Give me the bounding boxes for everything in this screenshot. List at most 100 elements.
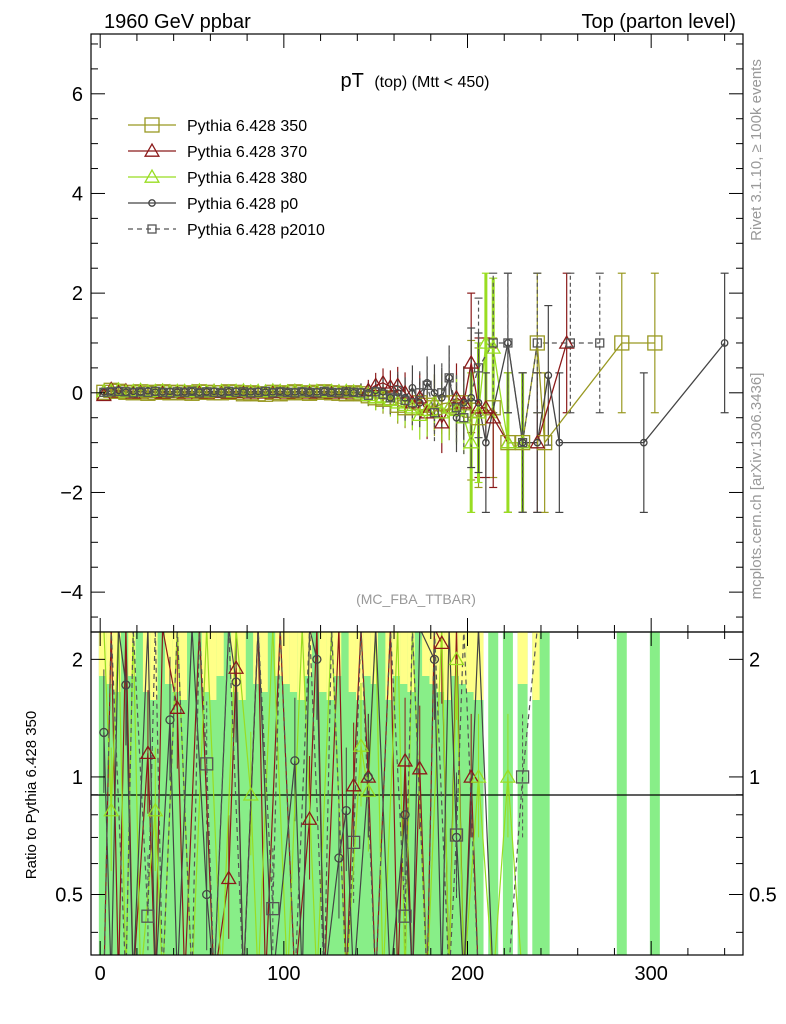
legend-entry: Pythia 6.428 p2010 [128, 222, 325, 239]
band-yellow [289, 632, 300, 692]
data-point [216, 388, 227, 398]
ratio-y-tick-label: 2 [72, 649, 83, 671]
band-yellow [201, 632, 212, 692]
data-point [194, 388, 205, 398]
x-tick-label: 0 [95, 963, 106, 985]
data-point [451, 403, 462, 413]
band-yellow [150, 632, 161, 700]
data-point [503, 338, 513, 348]
data-point [459, 413, 469, 423]
data-point [334, 388, 344, 398]
data-point [371, 387, 381, 397]
legend-entry: Pythia 6.428 p0 [128, 196, 298, 213]
data-point [202, 387, 212, 397]
data-point [401, 393, 409, 402]
ratio-y-axis: 0.5 0.5 1 1 2 2 [55, 649, 777, 933]
data-point [385, 393, 396, 403]
x-tick-label: 200 [451, 963, 484, 985]
ratio-point [228, 659, 245, 674]
y-tick-label: 0 [72, 383, 83, 405]
band-green [370, 632, 381, 955]
legend-label: Pythia 6.428 350 [187, 118, 307, 135]
data-point [595, 338, 605, 348]
ratio-point [147, 802, 164, 817]
data-point [224, 386, 234, 396]
data-point [529, 335, 545, 351]
data-point [275, 387, 285, 397]
data-point [565, 338, 576, 348]
band-yellow [260, 632, 271, 692]
data-point [555, 438, 564, 447]
band-yellow [98, 632, 109, 676]
data-point [231, 387, 241, 397]
ratio-panel: 0.5 0.5 1 1 2 2 0 100 200 300 Ratio to Pythia 6.… [23, 631, 777, 985]
ratio-point [290, 756, 300, 766]
data-point [544, 371, 553, 380]
band-green [297, 632, 308, 955]
ratio-point [121, 680, 131, 690]
x-tick-label: 300 [634, 963, 667, 985]
ratio-point [301, 810, 318, 825]
ratio-point [499, 768, 516, 783]
data-point [407, 398, 418, 408]
data-point [720, 339, 729, 347]
y-tick-label: 6 [72, 84, 83, 106]
data-point [408, 383, 417, 392]
data-point [165, 388, 175, 398]
ratio-point [411, 760, 428, 775]
data-point [536, 434, 553, 451]
band-yellow [348, 632, 359, 692]
ratio-point [220, 870, 237, 885]
data-point [260, 386, 271, 396]
data-point [135, 387, 146, 397]
ratio-point [341, 805, 351, 816]
data-point [477, 399, 494, 414]
ratio-y-tick-label: 1 [72, 767, 83, 789]
band-green [407, 632, 418, 955]
legend-label: Pythia 6.428 370 [187, 144, 307, 161]
band-green [649, 632, 660, 955]
data-point [423, 378, 431, 387]
data-point [121, 387, 131, 397]
band-yellow [275, 632, 286, 676]
data-point [393, 388, 402, 397]
band-yellow [407, 632, 418, 692]
header-left: 1960 GeV ppbar [104, 11, 251, 33]
data-point [187, 386, 197, 396]
band-yellow [458, 632, 469, 684]
ratio-point [200, 757, 214, 771]
data-point [504, 339, 512, 347]
main-y-axis: −4 −2 0 2 4 6 [60, 43, 743, 618]
band-green [444, 632, 455, 955]
data-point [518, 438, 527, 447]
ratio-point [169, 699, 186, 714]
ratio-line-1 [103, 632, 522, 955]
band-yellow [238, 632, 249, 700]
band-green [253, 632, 264, 955]
band-yellow [370, 632, 381, 684]
ratio-frame [90, 631, 744, 956]
main-data-layer [95, 272, 729, 514]
data-point [304, 387, 315, 397]
legend-label: Pythia 6.428 380 [187, 170, 307, 187]
ratio-point [202, 889, 212, 900]
data-point [319, 386, 329, 396]
data-point [326, 387, 337, 397]
band-green [422, 632, 433, 955]
y-tick-label: 2 [72, 283, 83, 305]
data-point [532, 338, 542, 348]
data-point [445, 373, 453, 382]
legend-label: Pythia 6.428 p2010 [187, 222, 325, 239]
ratio-y-label: Ratio to Pythia 6.428 350 [23, 711, 40, 879]
band-green [113, 632, 124, 955]
ratio-point [99, 727, 109, 738]
legend: Pythia 6.428 350 Pythia 6.428 370 Pythia 6… [128, 117, 325, 239]
band-yellow [473, 632, 484, 700]
ratio-point [448, 651, 465, 666]
ratio-point [398, 909, 412, 923]
data-point [482, 438, 490, 447]
band-green [392, 632, 403, 955]
band-yellow [532, 632, 543, 700]
band-green [157, 632, 168, 955]
